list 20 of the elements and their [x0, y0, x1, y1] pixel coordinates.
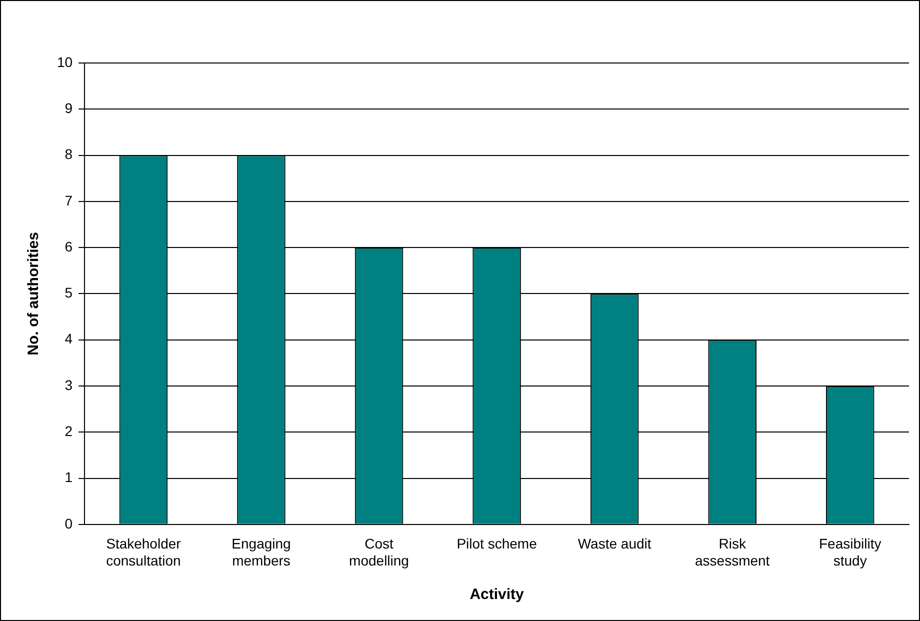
y-tick-label: 3 — [64, 376, 73, 393]
y-axis-title: No. of authorities — [25, 232, 42, 356]
y-tick-label: 6 — [64, 238, 73, 254]
x-tick-label: Stakeholder consultation — [106, 536, 182, 568]
y-tick-label: 7 — [64, 192, 73, 208]
y-tick-label: 8 — [64, 146, 73, 162]
x-tick-label: Waste audit — [578, 536, 652, 552]
y-tick-label: 10 — [56, 54, 73, 70]
x-tick-label: Cost modelling — [349, 536, 409, 568]
y-tick-label: 4 — [64, 330, 73, 347]
x-axis-title: Activity — [470, 586, 525, 604]
x-tick-label: Feasibility study — [818, 536, 882, 568]
y-tick-label: 9 — [64, 100, 73, 116]
y-tick-label: 5 — [64, 284, 73, 301]
y-tick-label: 0 — [64, 515, 73, 532]
x-tick-label: Pilot scheme — [456, 536, 538, 552]
y-tick-label: 2 — [64, 422, 73, 439]
y-tick-label: 1 — [64, 469, 73, 486]
x-tick-label: Risk assessment — [694, 536, 770, 568]
x-tick-label: Engaging members — [232, 536, 291, 568]
